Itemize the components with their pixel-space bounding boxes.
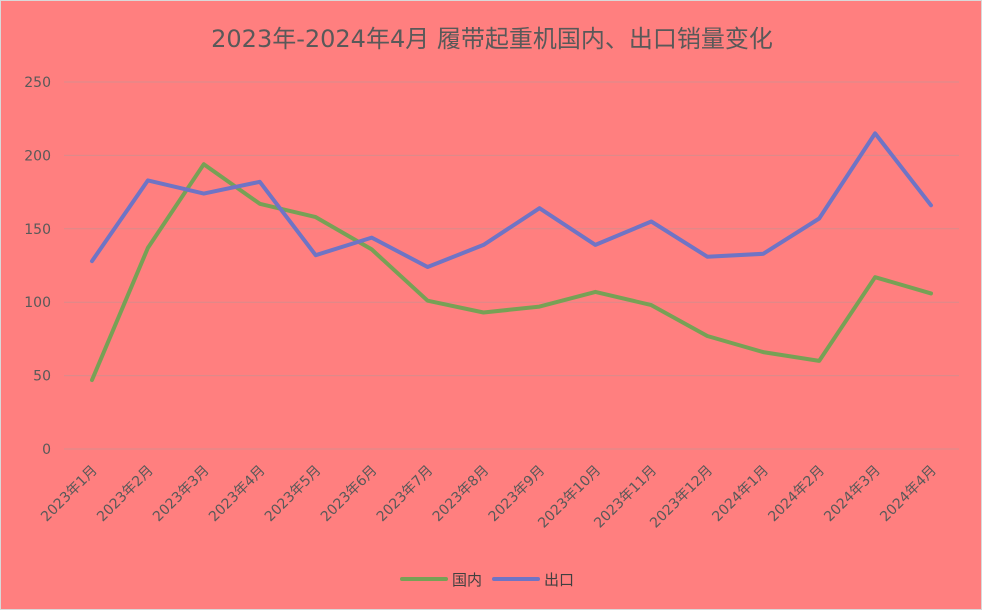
series-line-出口 (90, 131, 933, 269)
x-tick-label: 2023年2月 (94, 463, 157, 526)
x-tick-label: 2023年8月 (430, 463, 493, 526)
x-tick-label: 2023年7月 (374, 463, 437, 526)
x-tick-label: 2024年4月 (877, 463, 940, 526)
x-tick-label: 2023年3月 (150, 463, 213, 526)
legend-label: 出口 (544, 571, 574, 589)
y-tick-label: 100 (24, 295, 51, 311)
x-tick-label: 2023年5月 (262, 463, 325, 526)
legend-label: 国内 (452, 571, 482, 589)
y-tick-label: 250 (24, 75, 51, 91)
y-tick-label: 200 (24, 148, 51, 164)
chart-title: 2023年-2024年4月 履带起重机国内、出口销量变化 (211, 25, 773, 53)
y-tick-label: 50 (33, 369, 51, 385)
x-tick-label: 2024年3月 (821, 463, 884, 526)
x-tick-label: 2023年1月 (38, 463, 101, 526)
x-tick-label: 2024年2月 (765, 463, 828, 526)
y-axis-ticks: 0 50 100 150 200 250 (24, 75, 51, 458)
gridlines (64, 81, 959, 450)
series-line-国内 (90, 162, 933, 382)
x-tick-label: 2023年4月 (206, 463, 269, 526)
x-tick-label: 2023年6月 (318, 463, 381, 526)
y-tick-label: 0 (42, 442, 51, 458)
x-axis-ticks: 2023年1月2023年2月2023年3月2023年4月2023年5月2023年… (38, 463, 940, 532)
series-lines (90, 131, 933, 382)
legend: 国内 出口 (400, 571, 574, 589)
y-tick-label: 150 (24, 222, 51, 238)
x-tick-label: 2024年1月 (709, 463, 772, 526)
